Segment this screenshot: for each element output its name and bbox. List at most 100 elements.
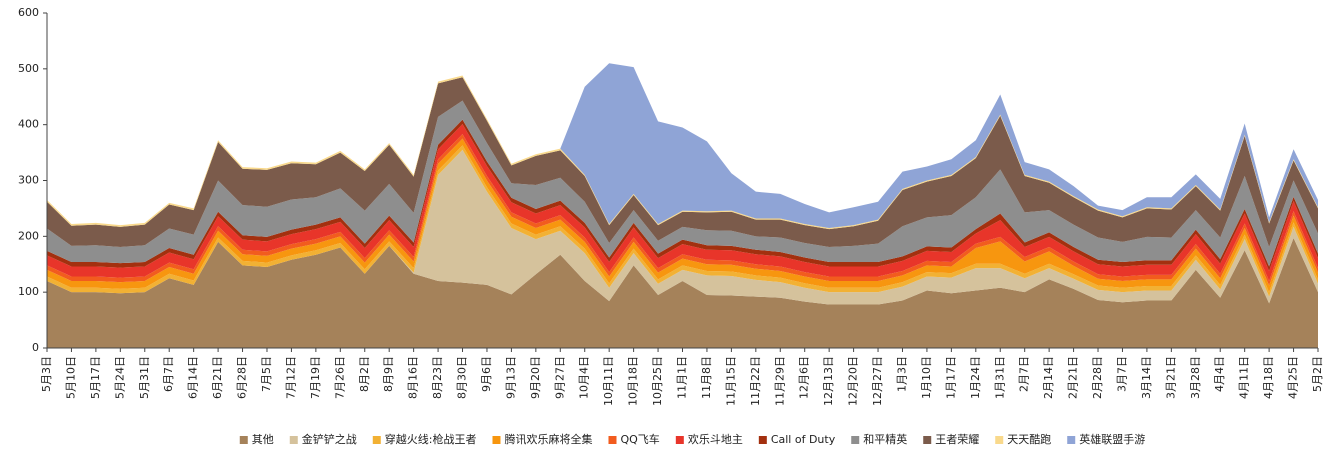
legend: 其他 金铲铲之战 穿越火线:枪战王者 腾讯欢乐麻将全集 QQ飞车 欢乐斗地主 Call of… — [239, 432, 1145, 446]
x-tick-label: 12月6日 — [798, 356, 811, 399]
x-tick-label: 11月1日 — [676, 356, 689, 399]
x-tick-label: 1月24日 — [969, 356, 982, 399]
x-tick-label: 8月2日 — [358, 356, 371, 392]
legend-label: 欢乐斗地主 — [688, 432, 743, 446]
x-tick-label: 1月31日 — [993, 356, 1006, 399]
legend-item: 金铲铲之战 — [289, 432, 357, 446]
x-tick-label: 11月15日 — [724, 356, 737, 406]
x-tick-label: 10月18日 — [627, 356, 640, 406]
x-tick-label: 1月17日 — [944, 356, 957, 399]
x-tick-label: 5月24日 — [113, 356, 126, 399]
legend-label: 穿越火线:枪战王者 — [385, 432, 477, 446]
legend-item: Call of Duty — [758, 433, 836, 446]
x-tick-label: 5月10日 — [64, 356, 77, 399]
legend-label: 天天酷跑 — [1007, 432, 1051, 446]
legend-item: 和平精英 — [851, 432, 907, 446]
legend-item: 天天酷跑 — [995, 432, 1051, 446]
y-tick-label: 600 — [18, 6, 39, 19]
x-tick-label: 12月27日 — [871, 356, 884, 406]
x-tick-label: 2月21日 — [1067, 356, 1080, 399]
x-tick-label: 7月12日 — [284, 356, 297, 399]
x-tick-label: 7月26日 — [333, 356, 346, 399]
x-tick-label: 5月31日 — [138, 356, 151, 399]
legend-item: QQ飞车 — [608, 432, 660, 446]
x-tick-label: 4月18日 — [1262, 356, 1275, 399]
legend-label: 英雄联盟手游 — [1079, 432, 1145, 446]
area — [47, 145, 1318, 297]
x-tick-label: 5月3日 — [40, 356, 53, 392]
x-tick-label: 6月14日 — [187, 356, 200, 399]
x-tick-label: 2月14日 — [1042, 356, 1055, 399]
legend-label: 和平精英 — [863, 432, 907, 446]
x-tick-label: 3月21日 — [1164, 356, 1177, 399]
area — [47, 119, 1318, 271]
legend-swatch — [995, 436, 1004, 444]
area — [47, 100, 1318, 267]
x-tick-label: 7月5日 — [260, 356, 273, 392]
legend-item: 腾讯欢乐麻将全集 — [492, 432, 592, 446]
legend-swatch — [758, 436, 767, 444]
x-tick-label: 11月22日 — [749, 356, 762, 406]
x-tick-label: 11月29日 — [773, 356, 786, 406]
legend-swatch — [239, 436, 248, 444]
legend-swatch — [289, 436, 298, 444]
legend-item: 英雄联盟手游 — [1067, 432, 1145, 446]
x-tick-label: 10月11日 — [602, 356, 615, 406]
x-tick-label: 5月2日 — [1311, 356, 1324, 392]
x-tick-label: 4月25日 — [1287, 356, 1300, 399]
x-tick-label: 9月27日 — [553, 356, 566, 399]
x-tick-label: 3月7日 — [1115, 356, 1128, 392]
legend-swatch — [675, 436, 684, 444]
x-tick-label: 6月21日 — [211, 356, 224, 399]
x-tick-label: 5月17日 — [89, 356, 102, 399]
x-tick-label: 2月28日 — [1091, 356, 1104, 399]
x-tick-label: 9月13日 — [504, 356, 517, 399]
x-tick-label: 8月23日 — [431, 356, 444, 399]
y-tick-label: 300 — [18, 174, 39, 187]
x-tick-label: 8月9日 — [382, 356, 395, 392]
x-tick-label: 7月19日 — [309, 356, 322, 399]
legend-swatch — [492, 436, 501, 444]
x-tick-label: 11月8日 — [700, 356, 713, 399]
legend-swatch — [608, 436, 617, 444]
legend-label: 其他 — [252, 433, 274, 446]
legend-item: 其他 — [239, 433, 274, 446]
x-tick-label: 2月7日 — [1018, 356, 1031, 392]
x-tick-label: 1月3日 — [895, 356, 908, 392]
legend-item: 欢乐斗地主 — [675, 432, 743, 446]
x-tick-label: 1月10日 — [920, 356, 933, 399]
y-tick-label: 400 — [18, 118, 39, 131]
legend-label: 金铲铲之战 — [302, 432, 357, 446]
x-tick-label: 4月11日 — [1238, 356, 1251, 399]
x-tick-label: 9月6日 — [480, 356, 493, 392]
legend-swatch — [923, 436, 932, 444]
area — [47, 149, 1318, 305]
legend-swatch — [372, 436, 381, 444]
x-tick-label: 10月25日 — [651, 356, 664, 406]
x-tick-label: 6月28日 — [236, 356, 249, 399]
x-tick-label: 3月14日 — [1140, 356, 1153, 399]
x-tick-label: 8月30日 — [456, 356, 469, 399]
legend-label: QQ飞车 — [620, 432, 659, 446]
y-tick-label: 500 — [18, 62, 39, 75]
area — [47, 124, 1318, 281]
legend-swatch — [851, 436, 860, 444]
area — [47, 238, 1318, 348]
x-tick-label: 8月16日 — [407, 356, 420, 399]
y-tick-label: 200 — [18, 229, 39, 242]
area — [47, 134, 1318, 286]
legend-label: 王者荣耀 — [935, 433, 979, 446]
legend-item: 王者荣耀 — [923, 433, 979, 446]
legend-label: Call of Duty — [771, 433, 836, 446]
x-tick-label: 4月4日 — [1213, 356, 1226, 392]
area — [47, 138, 1318, 293]
legend-item: 穿越火线:枪战王者 — [372, 432, 477, 446]
legend-swatch — [1067, 436, 1076, 444]
area — [47, 63, 1318, 228]
legend-label: 腾讯欢乐麻将全集 — [504, 432, 592, 446]
x-tick-label: 3月28日 — [1189, 356, 1202, 399]
area — [47, 77, 1318, 247]
x-tick-label: 6月7日 — [162, 356, 175, 392]
